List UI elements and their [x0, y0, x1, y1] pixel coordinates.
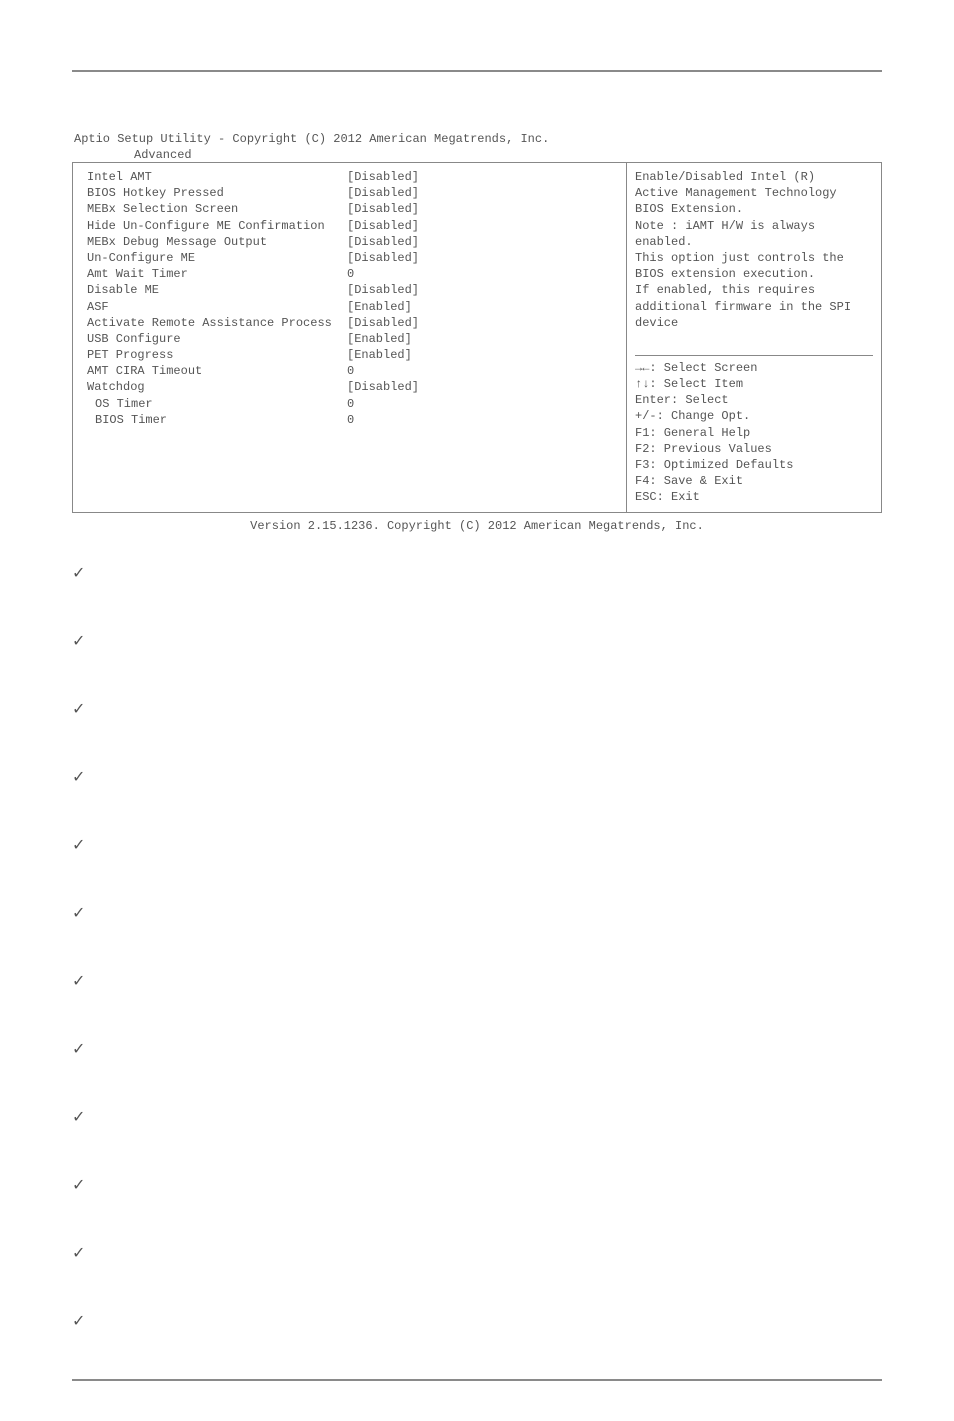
setting-label[interactable]: BIOS Timer	[87, 412, 347, 428]
check-icon: ✓	[72, 971, 882, 991]
setting-value[interactable]: [Enabled]	[347, 347, 527, 363]
help-divider	[635, 355, 873, 356]
help-line: enabled.	[635, 234, 873, 250]
setting-label[interactable]: Activate Remote Assistance Process	[87, 315, 347, 331]
setting-value[interactable]: [Disabled]	[347, 379, 527, 395]
setting-value[interactable]: [Disabled]	[347, 250, 527, 266]
setting-label[interactable]: Un-Configure ME	[87, 250, 347, 266]
check-icon: ✓	[72, 835, 882, 855]
setting-label[interactable]: Watchdog	[87, 379, 347, 395]
setting-label[interactable]: Hide Un-Configure ME Confirmation	[87, 218, 347, 234]
setting-value[interactable]: [Disabled]	[347, 169, 527, 185]
bios-footer: Version 2.15.1236. Copyright (C) 2012 Am…	[72, 519, 882, 533]
setting-label[interactable]: Intel AMT	[87, 169, 347, 185]
check-icon: ✓	[72, 563, 882, 583]
help-line: BIOS Extension.	[635, 201, 873, 217]
help-line: Note : iAMT H/W is always	[635, 218, 873, 234]
setting-label[interactable]: OS Timer	[87, 396, 347, 412]
check-icon: ✓	[72, 903, 882, 923]
check-icon: ✓	[72, 1311, 882, 1331]
bios-header-title: Aptio Setup Utility - Copyright (C) 2012…	[74, 132, 882, 146]
nav-hint: ↑↓: Select Item	[635, 376, 873, 392]
nav-hint: Enter: Select	[635, 392, 873, 408]
check-icon: ✓	[72, 1107, 882, 1127]
setting-label[interactable]: ASF	[87, 299, 347, 315]
setting-value[interactable]: [Enabled]	[347, 331, 527, 347]
setting-label[interactable]: Disable ME	[87, 282, 347, 298]
setting-value[interactable]: 0	[347, 363, 527, 379]
checklist: ✓ ✓ ✓ ✓ ✓ ✓ ✓ ✓ ✓ ✓ ✓ ✓	[72, 563, 882, 1331]
check-icon: ✓	[72, 699, 882, 719]
settings-pane: Intel AMTBIOS Hotkey PressedMEBx Selecti…	[73, 163, 626, 512]
help-line: Enable/Disabled Intel (R)	[635, 169, 873, 185]
help-pane: Enable/Disabled Intel (R)Active Manageme…	[626, 163, 881, 512]
check-icon: ✓	[72, 1175, 882, 1195]
setting-value[interactable]: [Disabled]	[347, 282, 527, 298]
help-line: Active Management Technology	[635, 185, 873, 201]
nav-hint: →←: Select Screen	[635, 360, 873, 376]
nav-hint: F4: Save & Exit	[635, 473, 873, 489]
setting-label[interactable]: PET Progress	[87, 347, 347, 363]
setting-value[interactable]: [Enabled]	[347, 299, 527, 315]
check-icon: ✓	[72, 1243, 882, 1263]
setting-label[interactable]: Amt Wait Timer	[87, 266, 347, 282]
nav-hint: F2: Previous Values	[635, 441, 873, 457]
nav-hint: F3: Optimized Defaults	[635, 457, 873, 473]
setting-label[interactable]: BIOS Hotkey Pressed	[87, 185, 347, 201]
help-line: additional firmware in the SPI	[635, 299, 873, 315]
setting-value[interactable]: [Disabled]	[347, 218, 527, 234]
setting-value[interactable]: [Disabled]	[347, 234, 527, 250]
setting-value[interactable]: [Disabled]	[347, 315, 527, 331]
check-icon: ✓	[72, 631, 882, 651]
setting-label[interactable]: AMT CIRA Timeout	[87, 363, 347, 379]
setting-value[interactable]: 0	[347, 412, 527, 428]
check-icon: ✓	[72, 767, 882, 787]
setting-value[interactable]: [Disabled]	[347, 185, 527, 201]
setting-label[interactable]: MEBx Debug Message Output	[87, 234, 347, 250]
setting-value[interactable]: 0	[347, 396, 527, 412]
top-rule	[72, 70, 882, 72]
nav-hint: ESC: Exit	[635, 489, 873, 505]
bottom-rule	[72, 1379, 882, 1381]
help-line: This option just controls the	[635, 250, 873, 266]
setting-value[interactable]: 0	[347, 266, 527, 282]
help-line: device	[635, 315, 873, 331]
help-line: BIOS extension execution.	[635, 266, 873, 282]
bios-window: Intel AMTBIOS Hotkey PressedMEBx Selecti…	[72, 162, 882, 513]
check-icon: ✓	[72, 1039, 882, 1059]
help-line: If enabled, this requires	[635, 282, 873, 298]
setting-label[interactable]: USB Configure	[87, 331, 347, 347]
setting-value[interactable]: [Disabled]	[347, 201, 527, 217]
setting-label[interactable]: MEBx Selection Screen	[87, 201, 347, 217]
nav-hint: F1: General Help	[635, 425, 873, 441]
nav-hint: +/-: Change Opt.	[635, 408, 873, 424]
bios-tab-advanced[interactable]: Advanced	[134, 148, 882, 162]
